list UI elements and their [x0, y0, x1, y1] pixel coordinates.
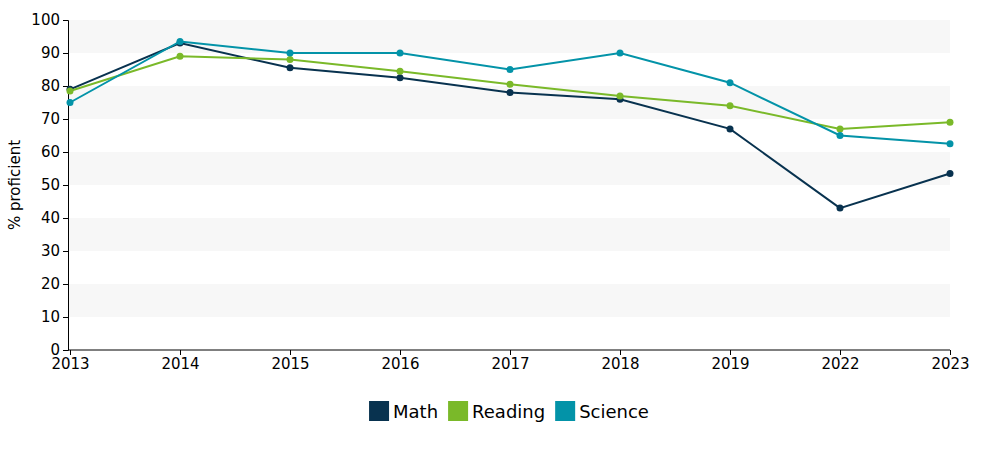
y-tick-label: 50 [41, 176, 60, 194]
point [837, 132, 844, 139]
y-tick-label: 10 [41, 308, 60, 326]
legend-swatch [369, 401, 389, 421]
x-axis: 2013 2014 2015 2016 2017 2018 2019 2022 2023 [51, 350, 969, 373]
x-tick: 2016 [381, 350, 419, 373]
y-tick-mark [63, 119, 68, 120]
y-tick-label: 60 [41, 143, 60, 161]
y-tick: 60 [41, 143, 68, 161]
y-tick: 50 [41, 176, 68, 194]
x-tick-label: 2023 [931, 355, 969, 373]
legend-item: Reading [448, 401, 545, 422]
x-tick: 2015 [271, 350, 309, 373]
point [287, 50, 294, 57]
legend-item: Science [555, 401, 649, 422]
y-tick-label: 70 [41, 110, 60, 128]
point [397, 74, 404, 81]
point [177, 38, 184, 45]
point [947, 170, 954, 177]
point [617, 92, 624, 99]
x-tick-label: 2016 [381, 355, 419, 373]
y-tick-mark [63, 317, 68, 318]
x-tick: 2023 [931, 350, 969, 373]
x-tick: 2013 [51, 350, 89, 373]
y-tick-mark [63, 53, 68, 54]
y-tick-mark [63, 152, 68, 153]
point [727, 102, 734, 109]
point [727, 79, 734, 86]
legend-swatch [448, 401, 468, 421]
point [397, 50, 404, 57]
legend-item: Math [369, 401, 438, 422]
point [837, 205, 844, 212]
y-tick: 70 [41, 110, 68, 128]
grid-band [68, 284, 950, 317]
y-tick-label: 100 [31, 11, 60, 29]
y-tick-mark [63, 284, 68, 285]
point [177, 53, 184, 60]
legend-swatch [555, 401, 575, 421]
x-tick: 2018 [601, 350, 639, 373]
legend-label: Reading [472, 401, 545, 422]
grid [68, 20, 950, 317]
point [507, 89, 514, 96]
point [507, 81, 514, 88]
chart: 0102030405060708090100201320142015201620… [0, 0, 1000, 450]
point [287, 64, 294, 71]
grid-band [68, 152, 950, 185]
grid-band [68, 86, 950, 119]
x-tick: 2019 [711, 350, 749, 373]
x-tick-label: 2017 [491, 355, 529, 373]
y-tick: 30 [41, 242, 68, 260]
y-tick-mark [63, 350, 68, 351]
series-line [70, 41, 950, 143]
y-tick-mark [63, 185, 68, 186]
y-tick-label: 80 [41, 77, 60, 95]
y-tick-label: 40 [41, 209, 60, 227]
point [67, 99, 74, 106]
series-line [70, 56, 950, 129]
x-tick-label: 2018 [601, 355, 639, 373]
x-tick-label: 2015 [271, 355, 309, 373]
legend: Math Reading Science [369, 401, 649, 422]
x-tick: 2014 [161, 350, 199, 373]
point [67, 87, 74, 94]
grid-band [68, 218, 950, 251]
y-axis-title: % proficient [6, 140, 24, 230]
point [727, 125, 734, 132]
y-tick: 100 [31, 11, 68, 29]
point [947, 119, 954, 126]
x-tick-label: 2013 [51, 355, 89, 373]
point [397, 68, 404, 75]
point [507, 66, 514, 73]
y-tick-mark [63, 218, 68, 219]
y-tick: 90 [41, 44, 68, 62]
y-tick: 10 [41, 308, 68, 326]
y-tick: 40 [41, 209, 68, 227]
x-tick: 2022 [821, 350, 859, 373]
x-tick-label: 2019 [711, 355, 749, 373]
x-tick-label: 2014 [161, 355, 199, 373]
legend-label: Science [579, 401, 649, 422]
point [287, 56, 294, 63]
y-tick: 20 [41, 275, 68, 293]
point [947, 140, 954, 147]
y-tick-label: 20 [41, 275, 60, 293]
x-tick: 2017 [491, 350, 529, 373]
plot-area [67, 38, 954, 212]
y-tick-label: 90 [41, 44, 60, 62]
y-tick-mark [63, 86, 68, 87]
x-axis-line [68, 350, 950, 351]
y-axis-line [63, 21, 69, 351]
point [617, 50, 624, 57]
y-tick-mark [63, 251, 68, 252]
point [837, 125, 844, 132]
legend-label: Math [393, 401, 438, 422]
y-tick: 80 [41, 77, 68, 95]
y-axis: 0102030405060708090100 [31, 11, 68, 359]
y-tick-mark [63, 20, 68, 21]
x-tick-label: 2022 [821, 355, 859, 373]
y-tick-label: 30 [41, 242, 60, 260]
